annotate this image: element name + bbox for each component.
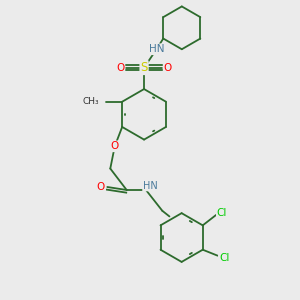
Text: O: O	[164, 63, 172, 73]
Text: O: O	[111, 141, 119, 151]
Text: S: S	[140, 61, 148, 74]
Text: CH₃: CH₃	[83, 97, 99, 106]
Text: HN: HN	[149, 44, 164, 54]
Text: O: O	[116, 63, 124, 73]
Text: HN: HN	[143, 181, 158, 190]
Text: Cl: Cl	[217, 208, 227, 218]
Text: Cl: Cl	[219, 253, 229, 263]
Text: O: O	[97, 182, 105, 192]
